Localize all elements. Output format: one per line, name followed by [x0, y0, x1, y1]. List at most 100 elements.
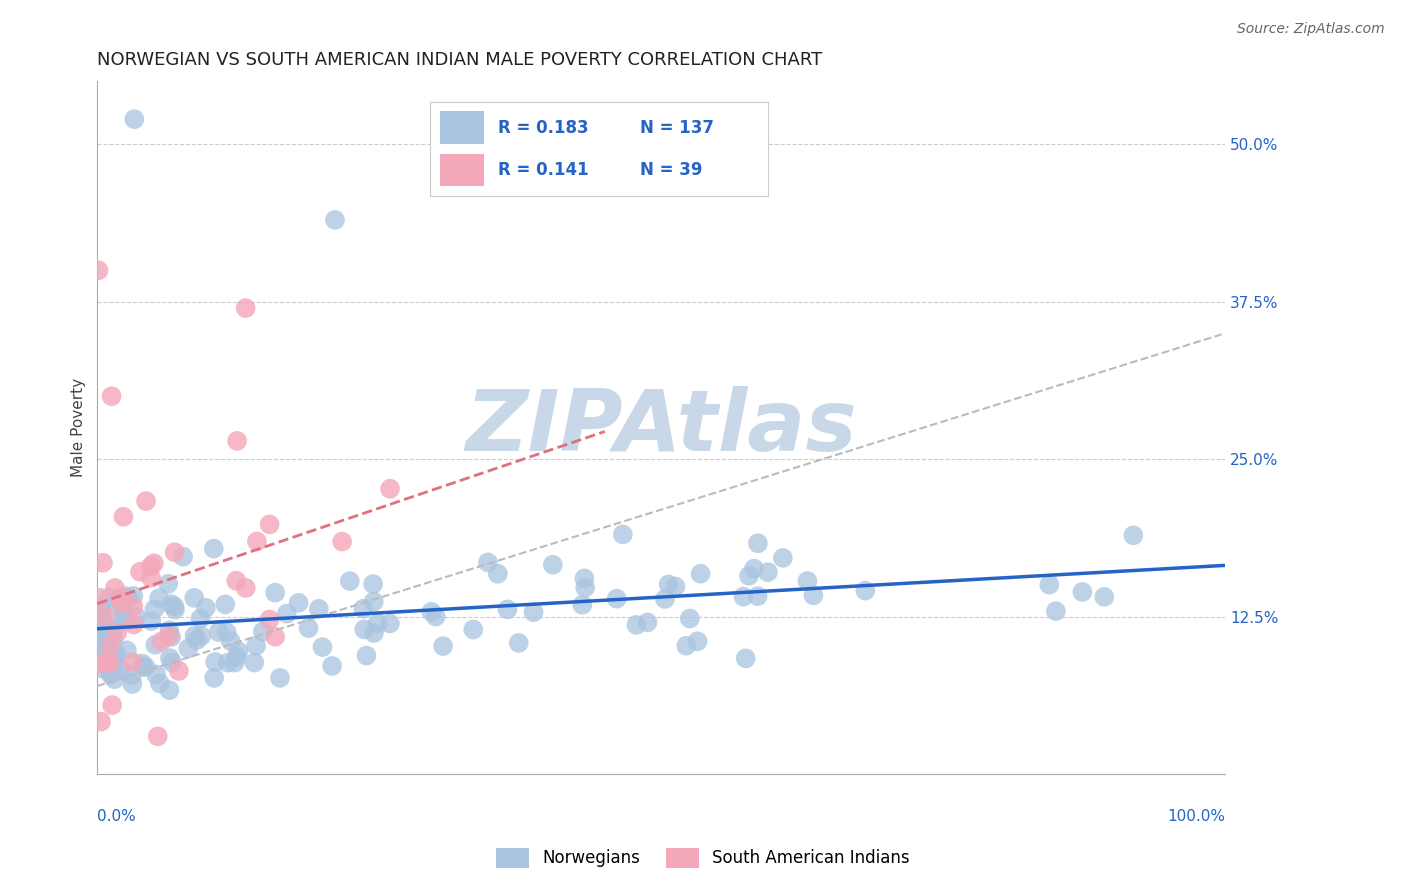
Point: [183, 629, 205, 643]
Point: [202, 671, 225, 685]
Point: [98, 621, 121, 635]
Point: [159, 683, 181, 698]
Point: [104, 581, 127, 595]
Point: [259, 517, 281, 532]
Legend: Norwegians, South American Indians: Norwegians, South American Indians: [489, 841, 917, 875]
Point: [363, 626, 385, 640]
Point: [287, 596, 309, 610]
Point: [89, 602, 111, 616]
Point: [172, 549, 194, 564]
Point: [110, 596, 132, 610]
Point: [98, 640, 121, 654]
Point: [163, 599, 186, 614]
Point: [352, 601, 374, 615]
Point: [160, 630, 183, 644]
Point: [132, 660, 155, 674]
Point: [226, 434, 249, 448]
Point: [139, 571, 162, 585]
Point: [574, 581, 596, 595]
Point: [477, 555, 499, 569]
Point: [114, 589, 136, 603]
Point: [150, 634, 173, 648]
Point: [112, 609, 135, 624]
Point: [228, 644, 250, 658]
Point: [101, 698, 124, 712]
Point: [104, 649, 127, 664]
Point: [772, 550, 794, 565]
Point: [1122, 528, 1144, 542]
Point: [606, 591, 628, 606]
Point: [378, 482, 401, 496]
Point: [664, 580, 686, 594]
Point: [98, 656, 121, 670]
Point: [356, 648, 378, 663]
Point: [190, 629, 212, 643]
Point: [214, 598, 236, 612]
Point: [117, 591, 139, 606]
Point: [339, 574, 361, 588]
Point: [97, 645, 120, 659]
Point: [186, 633, 208, 648]
Point: [243, 656, 266, 670]
Point: [194, 600, 217, 615]
Point: [103, 672, 125, 686]
Point: [225, 574, 247, 588]
Point: [90, 607, 112, 621]
Point: [121, 655, 143, 669]
Point: [94, 609, 117, 624]
Point: [121, 668, 143, 682]
Point: [224, 656, 246, 670]
Point: [146, 730, 169, 744]
Point: [114, 608, 136, 623]
Point: [100, 668, 122, 682]
Point: [87, 620, 110, 634]
Point: [420, 605, 443, 619]
Point: [124, 112, 146, 127]
Point: [87, 607, 110, 622]
Point: [105, 625, 128, 640]
Point: [686, 634, 709, 648]
Point: [125, 609, 148, 624]
Point: [508, 636, 530, 650]
Point: [98, 591, 121, 605]
Point: [122, 599, 145, 614]
Point: [122, 617, 145, 632]
Point: [104, 658, 127, 673]
Point: [269, 671, 291, 685]
Point: [367, 616, 389, 631]
Point: [202, 541, 225, 556]
Point: [148, 591, 170, 606]
Point: [796, 574, 818, 588]
Point: [541, 558, 564, 572]
Point: [90, 714, 112, 729]
Point: [208, 625, 231, 640]
Point: [183, 591, 205, 605]
Point: [276, 607, 298, 621]
Point: [157, 629, 180, 643]
Point: [654, 591, 676, 606]
Point: [733, 590, 755, 604]
Point: [87, 263, 110, 277]
Point: [463, 623, 485, 637]
Point: [159, 651, 181, 665]
Point: [803, 588, 825, 602]
Point: [100, 665, 122, 680]
Point: [1092, 590, 1115, 604]
Point: [363, 594, 385, 608]
Point: [149, 676, 172, 690]
Point: [636, 615, 658, 630]
Point: [1038, 577, 1060, 591]
Point: [141, 614, 163, 628]
Point: [1071, 585, 1094, 599]
Point: [131, 657, 153, 671]
Point: [111, 664, 134, 678]
Point: [679, 611, 702, 625]
Text: Source: ZipAtlas.com: Source: ZipAtlas.com: [1237, 22, 1385, 37]
Point: [219, 634, 242, 648]
Point: [756, 565, 779, 579]
Point: [747, 536, 769, 550]
Point: [215, 625, 238, 640]
Point: [135, 494, 157, 508]
Point: [105, 647, 128, 661]
Point: [308, 602, 330, 616]
